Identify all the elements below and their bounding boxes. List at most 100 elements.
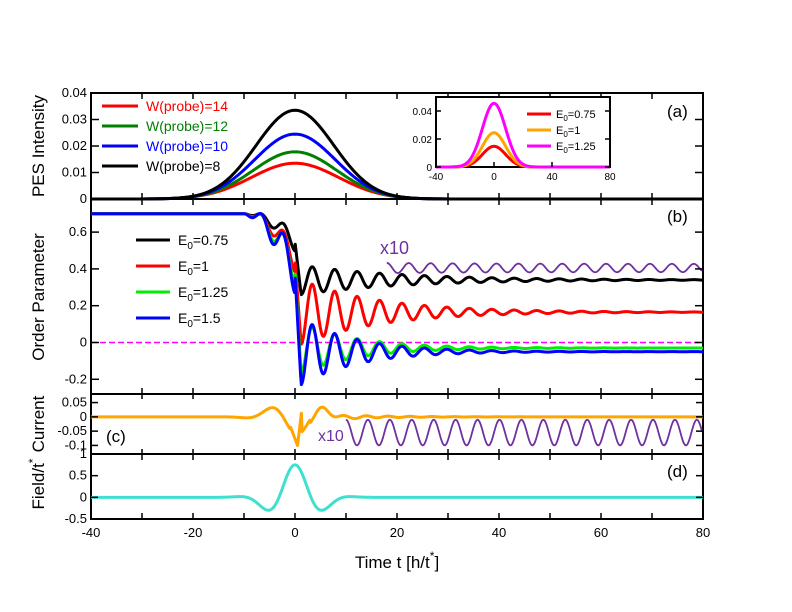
panel-c-series (90, 405, 704, 447)
order-legend-base: E (178, 232, 187, 248)
inset-x-tick-label: 80 (604, 172, 616, 183)
inset-y-ticks: 0 0.02 0.04 (413, 107, 610, 174)
legend-label: W(probe)=12 (146, 118, 228, 134)
order-legend-sub: 0 (187, 267, 193, 278)
legend-label: W(probe)=8 (146, 158, 221, 174)
panel-d-x-ticks: -40 -20 0 20 40 60 80 (82, 454, 710, 540)
order-legend-label: E0=1.5 (178, 310, 221, 330)
order-legend-suffix: =0.75 (193, 232, 229, 248)
inset-series (435, 101, 611, 169)
inset-series-line (435, 101, 611, 169)
panel-d-y-ticks: -0.5 0 0.5 1 (65, 446, 703, 526)
order-legend-base: E (178, 284, 187, 300)
inset-legend-base: E (556, 125, 563, 137)
y-tick-label: 0.04 (413, 107, 433, 118)
panel-a: 00.010.020.030.04 (a) W(probe)=14W(probe… (62, 85, 704, 206)
x-tick-label: -20 (184, 525, 203, 540)
current-magnified-line (345, 418, 703, 447)
y-tick-label: -0.1 (65, 437, 87, 452)
order-legend-suffix: =1.5 (193, 310, 221, 326)
y-tick-label: 0.03 (62, 112, 87, 127)
panel-d: -0.5 0 0.5 1 -40 -20 0 20 40 60 80 (d) (65, 446, 711, 540)
y-tick-label: -0.5 (65, 511, 87, 526)
y-tick-label: 0.02 (62, 138, 87, 153)
x-title-close: ] (434, 553, 439, 572)
x-tick-label: 20 (390, 525, 404, 540)
panel-b-y-ticks: -0.2 0 0.2 0.4 0.6 (65, 224, 703, 386)
panel-a-y-ticks: 0 0.01 0.02 0.03 0.04 (62, 85, 703, 206)
y-title-pes: PES Intensity (29, 94, 48, 197)
panel-d-label: (d) (667, 462, 688, 481)
order-legend-label: E0=1.25 (178, 284, 229, 304)
y-tick-label: 0 (80, 409, 87, 424)
y-tick-label: 0.01 (62, 165, 87, 180)
x-title-sup: * (430, 549, 435, 563)
panel-a-label: (a) (667, 102, 688, 121)
panel-d-frame (90, 453, 704, 520)
y-tick-label: 0 (426, 163, 432, 174)
order-legend-label: E0=1 (178, 258, 209, 278)
y-title-order: Order Parameter (29, 233, 48, 361)
y-tick-label: -0.2 (65, 371, 87, 386)
y-tick-label: 0 (80, 334, 87, 349)
y-tick-label: 0 (80, 191, 87, 206)
order-legend-suffix: =1.25 (193, 284, 229, 300)
x-title-base: Time t [h/t (355, 553, 430, 572)
legend-label: W(probe)=10 (146, 138, 228, 154)
y-tick-label: 0.6 (69, 224, 87, 239)
field-series-line (90, 463, 704, 512)
order-legend-base: E (178, 258, 187, 274)
y-tick-label: 0.4 (69, 261, 87, 276)
inset-legend-label: E0=0.75 (556, 109, 596, 123)
inset-frame (435, 96, 611, 168)
y-tick-label: 0 (80, 489, 87, 504)
order-legend-sub: 0 (187, 319, 193, 330)
inset-legend-sub: 0 (563, 114, 568, 123)
inset-x-tick-label: 40 (546, 172, 558, 183)
x-tick-label: 60 (594, 525, 608, 540)
inset-legend-base: E (556, 141, 563, 153)
x-tick-label: 0 (291, 525, 298, 540)
y-title-field-sup: * (26, 458, 40, 463)
order-legend-sub: 0 (187, 241, 193, 252)
y-tick-label: 0.04 (62, 85, 87, 100)
y-tick-label: 0.05 (62, 395, 87, 410)
x-tick-label: 80 (696, 525, 710, 540)
inset-x-tick-label: 0 (491, 172, 497, 183)
y-tick-label: 0.02 (413, 135, 433, 146)
panel-c-x10-annotation: x10 (318, 428, 344, 445)
inset-x-tick-label: -40 (429, 172, 444, 183)
y-tick-label: 0.2 (69, 298, 87, 313)
x-tick-label: 40 (492, 525, 506, 540)
panel-b-series (90, 211, 704, 387)
inset-legend-label: E0=1 (556, 125, 580, 139)
y-title-current: Current (29, 395, 48, 452)
panel-b: -0.200.20.40.6 (b) x10 E0=0.75E0=1E0=1.2… (65, 198, 704, 395)
inset-legend-suffix: =0.75 (568, 109, 596, 121)
order-legend-label: E0=0.75 (178, 232, 229, 252)
inset-legend-suffix: =1.25 (568, 141, 596, 153)
inset-legend-base: E (556, 109, 563, 121)
panel-b-x-ticks (90, 199, 704, 394)
order-legend-suffix: =1 (193, 258, 209, 274)
inset-legend-label: E0=1.25 (556, 141, 596, 155)
panel-a-legend: W(probe)=14 W(probe)=12 W(probe)=10 W(probe… (102, 98, 228, 174)
panel-c-label: (c) (106, 427, 126, 446)
y-tick-label: 1 (80, 446, 87, 461)
y-tick-label: -0.05 (57, 423, 87, 438)
inset-x-ticks: -40 0 40 80 (429, 162, 616, 183)
inset-legend-suffix: =1 (568, 125, 581, 137)
order-legend-base: E (178, 310, 187, 326)
inset-legend-sub: 0 (563, 130, 568, 139)
x-title: Time t [h/t*] (355, 549, 439, 572)
y-tick-label: 0.5 (69, 468, 87, 483)
order-series-line (90, 211, 704, 387)
x-tick-label: -40 (82, 525, 101, 540)
order-legend-sub: 0 (187, 293, 193, 304)
